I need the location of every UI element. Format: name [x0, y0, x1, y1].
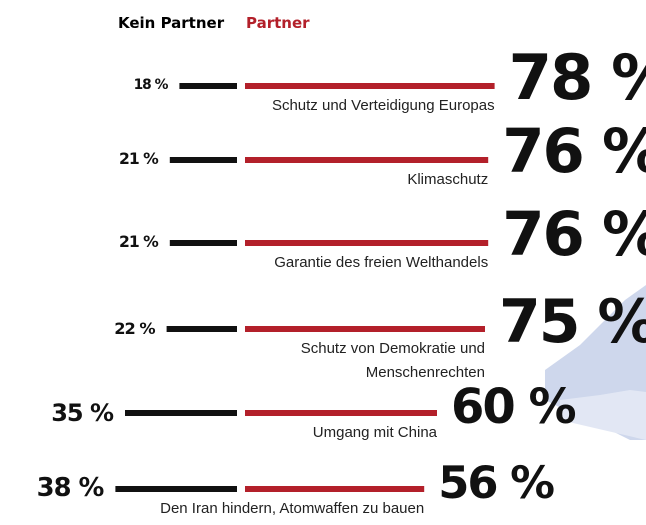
bar-kein-partner: [170, 157, 237, 163]
legend-partner: Partner: [246, 16, 310, 31]
bar-kein-partner: [125, 410, 237, 416]
category-label: Schutz und Verteidigung Europas: [272, 94, 495, 118]
value-label-kein-partner: 21 %: [119, 152, 158, 168]
category-label: Den Iran hindern, Atomwaffen zu bauen: [160, 497, 424, 521]
bar-partner: [245, 83, 495, 89]
value-label-kein-partner: 18 %: [134, 79, 168, 93]
value-label-partner: 56 %: [438, 461, 553, 506]
bar-kein-partner: [179, 83, 237, 89]
value-label-partner: 60 %: [451, 383, 575, 431]
bar-partner: [245, 486, 424, 492]
value-label-kein-partner: 22 %: [114, 321, 154, 337]
value-label-kein-partner: 21 %: [119, 235, 158, 251]
value-label-partner: 78 %: [509, 47, 646, 109]
category-label: Garantie des freien Welthandels: [274, 251, 488, 275]
category-label: Schutz von Demokratie und Menschenrechte…: [185, 337, 485, 385]
bar-partner: [245, 410, 437, 416]
bar-partner: [245, 240, 488, 246]
value-label-partner: 76 %: [502, 205, 646, 266]
value-label-partner: 76 %: [502, 122, 646, 183]
bar-kein-partner: [170, 240, 237, 246]
bar-partner: [245, 326, 485, 332]
chart: Kein Partner Partner 18 % 78 % Schutz und …: [0, 0, 646, 525]
value-label-kein-partner: 35 %: [51, 401, 113, 425]
value-label-partner: 75 %: [499, 292, 646, 352]
category-label: Umgang mit China: [313, 421, 437, 445]
value-label-kein-partner: 38 %: [37, 476, 104, 502]
category-label: Klimaschutz: [407, 168, 488, 192]
bar-kein-partner: [115, 486, 237, 492]
legend-kein-partner: Kein Partner: [118, 16, 224, 31]
bar-partner: [245, 157, 488, 163]
bar-kein-partner: [167, 326, 237, 332]
